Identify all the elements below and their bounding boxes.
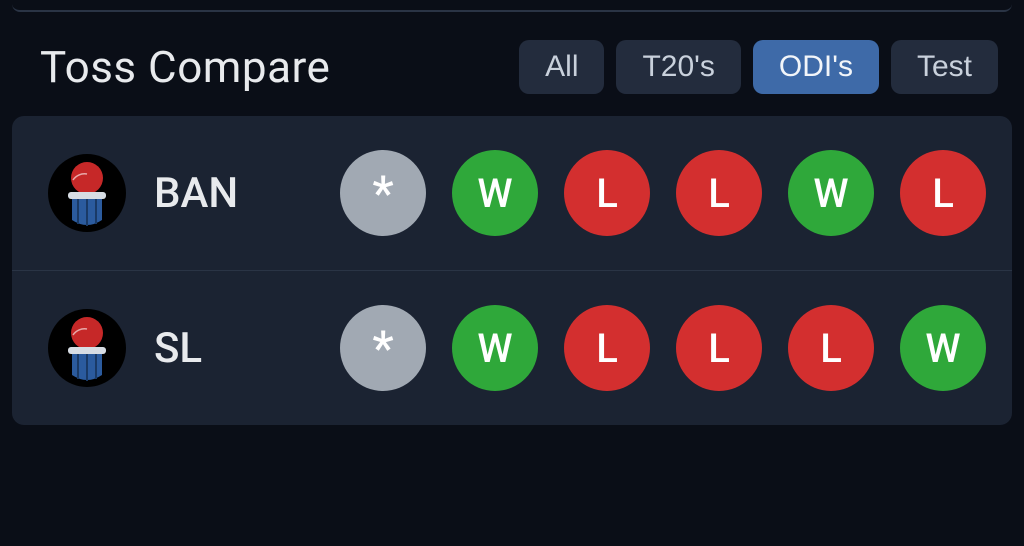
team-results: * W L L L W W <box>340 305 1012 391</box>
result-chip-loss: L <box>676 305 762 391</box>
tab-test[interactable]: Test <box>891 40 998 94</box>
result-chip-loss: L <box>564 305 650 391</box>
result-chip-loss: L <box>788 305 874 391</box>
team-row: BAN * W L L W L W <box>12 116 1012 270</box>
tab-odi[interactable]: ODI's <box>753 40 879 94</box>
team-abbr: SL <box>154 324 314 373</box>
team-logo-icon <box>48 309 126 387</box>
result-chip-win: W <box>452 305 538 391</box>
result-chip-current: * <box>340 305 426 391</box>
team-logo-icon <box>48 154 126 232</box>
result-chip-loss: L <box>900 150 986 236</box>
section-title: Toss Compare <box>40 41 330 93</box>
toss-compare-panel: BAN * W L L W L W SL * W L L L <box>12 116 1012 425</box>
tab-t20[interactable]: T20's <box>616 40 740 94</box>
header-row: Toss Compare All T20's ODI's Test <box>0 30 1024 116</box>
result-chip-loss: L <box>676 150 762 236</box>
result-chip-current: * <box>340 150 426 236</box>
result-chip-loss: L <box>564 150 650 236</box>
tab-all[interactable]: All <box>519 40 604 94</box>
result-chip-win: W <box>900 305 986 391</box>
top-divider <box>12 0 1012 12</box>
result-chip-win: W <box>788 150 874 236</box>
result-chip-win: W <box>452 150 538 236</box>
team-results: * W L L W L W <box>340 150 1012 236</box>
team-abbr: BAN <box>154 169 314 218</box>
team-row: SL * W L L L W W <box>12 270 1012 425</box>
format-tabs: All T20's ODI's Test <box>519 40 998 94</box>
